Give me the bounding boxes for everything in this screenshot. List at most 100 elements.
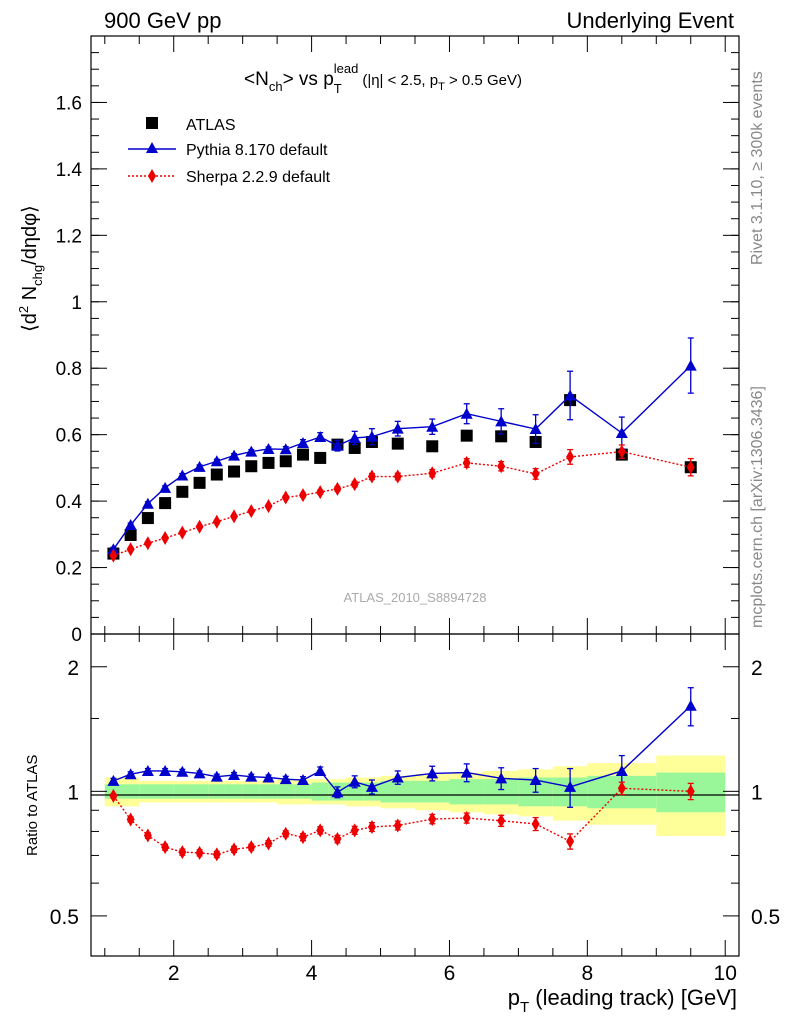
ylabel-n: N bbox=[19, 286, 41, 306]
xlabel-sub: T bbox=[520, 999, 529, 1016]
pythia-point bbox=[348, 431, 361, 443]
ratio-band-inner bbox=[380, 780, 415, 803]
main-ytick-label: 0.6 bbox=[56, 426, 82, 447]
pythia-point bbox=[529, 423, 542, 435]
ratio-ylabel: Ratio to ATLAS bbox=[24, 755, 41, 856]
ratio-panel: 0.5 0.5 1 1 2 2 2 4 6 8 10 Ratio to ATLAS pT (lead… bbox=[24, 633, 780, 1016]
sherpa-point bbox=[247, 504, 256, 519]
ratio-band-inner bbox=[225, 784, 243, 799]
title-lhs: <N bbox=[244, 69, 269, 90]
ratio-pythia-point bbox=[391, 771, 404, 783]
sherpa-point bbox=[428, 466, 437, 481]
analysis-watermark: ATLAS_2010_S8894728 bbox=[344, 590, 487, 605]
ratio-sherpa-point bbox=[298, 830, 307, 845]
legend-sherpa-marker bbox=[148, 169, 156, 183]
main-ytick-label: 0 bbox=[71, 625, 82, 646]
main-ytick-label: 1.6 bbox=[56, 93, 82, 114]
legend: ATLAS Pythia 8.170 default Sherpa 2.2.9 … bbox=[128, 117, 331, 186]
main-panel: 00.20.40.60.811.21.41.6 <Nch> vs pTlead(… bbox=[16, 35, 740, 646]
ratio-band-inner bbox=[122, 784, 140, 799]
ratio-band-inner bbox=[139, 784, 157, 799]
ratio-ytick-label-right: 1 bbox=[751, 781, 763, 804]
ratio-sherpa-point bbox=[462, 811, 471, 826]
ylabel-sup: 2 bbox=[16, 306, 31, 313]
pythia-point bbox=[365, 430, 378, 442]
ylabel-rest: /dηdφ⟩ bbox=[19, 205, 41, 265]
ylabel-open: ⟨d bbox=[19, 313, 41, 332]
ratio-pythia-point bbox=[314, 764, 327, 776]
main-ytick-label: 1.2 bbox=[56, 226, 82, 247]
title-cuts-sub: T bbox=[438, 81, 445, 93]
pythia-point bbox=[176, 469, 189, 481]
ratio-sherpa-point bbox=[247, 840, 256, 855]
ratio-xlabel: pT (leading track) [GeV] bbox=[508, 985, 737, 1016]
sherpa-point bbox=[281, 490, 290, 505]
sherpa-point bbox=[195, 519, 204, 534]
ratio-band-inner bbox=[346, 782, 364, 801]
main-ytick-label: 0.2 bbox=[56, 559, 82, 580]
ratio-pythia-point bbox=[193, 767, 206, 779]
ratio-band-inner bbox=[156, 784, 174, 799]
atlas-point bbox=[314, 451, 327, 464]
atlas-point bbox=[262, 456, 275, 469]
pythia-point bbox=[495, 415, 508, 427]
ratio-xtick-label: 8 bbox=[581, 962, 593, 985]
pythia-point bbox=[245, 445, 258, 457]
pythia-point bbox=[391, 422, 404, 434]
ratio-sherpa-point bbox=[281, 826, 290, 841]
ratio-band-inner bbox=[208, 784, 226, 799]
ratio-pythia-point bbox=[210, 770, 223, 782]
main-title: <Nch> vs pTlead(|η| < 2.5, pT > 0.5 GeV) bbox=[244, 61, 522, 96]
sherpa-point bbox=[350, 477, 359, 492]
ratio-pythia-point bbox=[159, 764, 172, 776]
pythia-point bbox=[279, 443, 292, 455]
ratio-pythia-point bbox=[460, 766, 473, 778]
ratio-pythia-point bbox=[365, 780, 378, 792]
ratio-xtick-label: 10 bbox=[714, 962, 737, 985]
ratio-sherpa-point bbox=[350, 823, 359, 838]
main-ytick-label: 0.4 bbox=[56, 492, 83, 513]
pythia-point bbox=[228, 449, 241, 461]
ratio-sherpa-point bbox=[264, 836, 273, 851]
atlas-point bbox=[460, 429, 473, 442]
ratio-sherpa-point bbox=[367, 819, 376, 834]
ylabel-sub: chg bbox=[30, 265, 45, 286]
ratio-band-inner bbox=[415, 780, 450, 803]
sherpa-point bbox=[298, 488, 307, 503]
pythia-point bbox=[684, 359, 697, 371]
atlas-point bbox=[426, 440, 439, 453]
main-ylabel: ⟨d2 Nchg/dηdφ⟩ bbox=[16, 205, 45, 332]
ratio-band-inner bbox=[294, 784, 312, 799]
legend-pythia-marker bbox=[146, 142, 158, 153]
header-left: 900 GeV pp bbox=[104, 8, 221, 33]
ratio-pythia-point bbox=[176, 765, 189, 777]
sherpa-point bbox=[126, 542, 135, 557]
title-mid-sub: T bbox=[334, 81, 342, 96]
ratio-xtick-label: 4 bbox=[306, 962, 318, 985]
sherpa-point bbox=[161, 530, 170, 545]
legend-atlas-label: ATLAS bbox=[186, 117, 236, 134]
ratio-pythia-point bbox=[279, 773, 292, 785]
pythia-point bbox=[426, 420, 439, 432]
legend-sherpa-label: Sherpa 2.2.9 default bbox=[186, 169, 331, 186]
xlabel-rest: (leading track) [GeV] bbox=[529, 985, 737, 1010]
pythia-point bbox=[460, 407, 473, 419]
ratio-band-inner bbox=[190, 784, 209, 799]
pythia-point bbox=[262, 442, 275, 454]
ratio-sherpa-point bbox=[109, 788, 118, 803]
ratio-ticks: 0.5 0.5 1 1 2 2 2 4 6 8 10 bbox=[50, 634, 780, 985]
ratio-band-inner bbox=[449, 779, 484, 805]
ratio-band-inner bbox=[259, 784, 278, 799]
sherpa-point bbox=[143, 536, 152, 551]
ratio-pythia-point bbox=[262, 771, 275, 783]
sherpa-point bbox=[617, 444, 626, 459]
sherpa-point bbox=[264, 499, 273, 514]
ratio-sherpa-point bbox=[566, 834, 575, 849]
ratio-band-inner bbox=[277, 784, 295, 799]
ratio-pythia-point bbox=[684, 699, 697, 711]
ratio-sherpa-point bbox=[617, 781, 626, 796]
ratio-ytick-label-right: 0.5 bbox=[751, 906, 780, 929]
title-mid: > vs p bbox=[283, 69, 334, 90]
main-ticks: 0 0.2 0.4 0.6 0.8 1 1.2 1.4 1.6 bbox=[56, 36, 739, 646]
